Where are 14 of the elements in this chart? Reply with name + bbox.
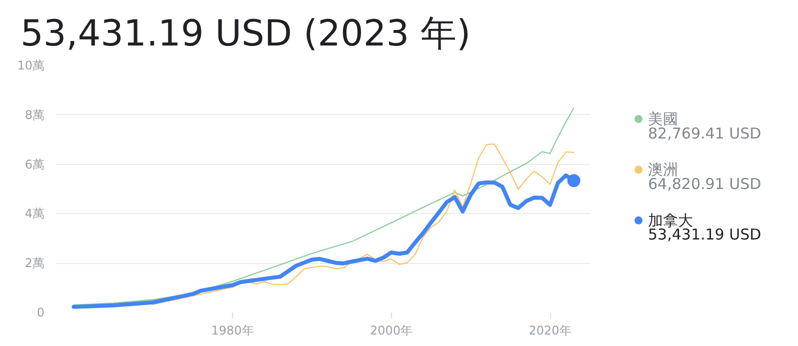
x-tick-label: 1980年 (211, 324, 254, 338)
y-tick-label: 0 (36, 306, 45, 320)
x-tick-label: 2020年 (528, 324, 572, 338)
legend-label: 加拿大 (648, 211, 693, 230)
y-tick-label: 8萬 (24, 108, 45, 122)
legend-label: 美國 (648, 110, 678, 128)
y-tick-label: 2萬 (24, 256, 45, 270)
chart-title: 53,431.19 USD (2023 年) (20, 14, 471, 54)
line-series (73, 107, 574, 306)
y-tick-label: 10萬 (17, 58, 45, 72)
x-tick-label: 2000年 (370, 324, 413, 338)
line-series (152, 143, 574, 305)
y-tick-label: 4萬 (24, 206, 45, 221)
y-tick-label: 6萬 (24, 157, 45, 172)
